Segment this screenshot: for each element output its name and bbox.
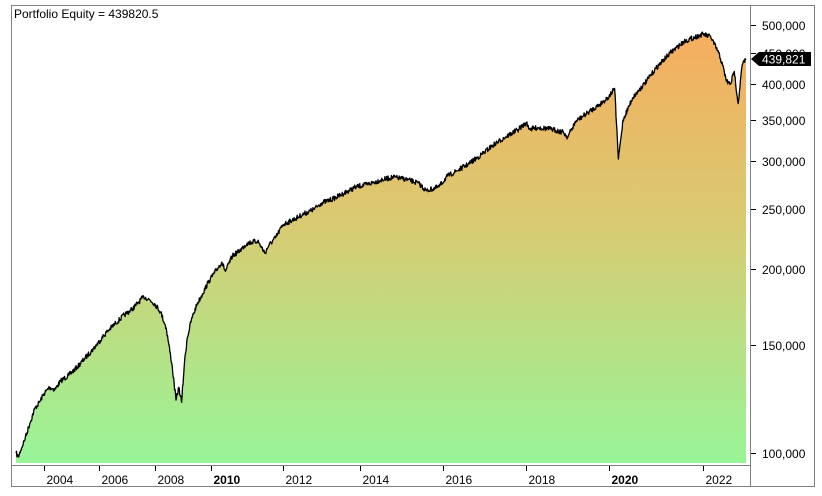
y-tick-label: 350,000 <box>762 114 806 128</box>
x-tick-label: 2018 <box>529 473 556 487</box>
last-value-tag-arrow <box>751 52 811 66</box>
last-value-tag: 439,821 <box>751 52 811 67</box>
x-tick-label: 2008 <box>158 473 185 487</box>
last-value-label: 439,821 <box>762 53 806 67</box>
y-tick-label: 500,000 <box>762 19 806 33</box>
y-tick-label: 400,000 <box>762 78 806 92</box>
y-tick-label: 100,000 <box>762 447 806 461</box>
x-tick-label: 2020 <box>612 473 639 487</box>
x-tick-label: 2004 <box>47 473 74 487</box>
x-tick-label: 2012 <box>286 473 313 487</box>
x-tick-label: 2010 <box>214 473 241 487</box>
x-tick-label: 2014 <box>363 473 390 487</box>
chart-title: Portfolio Equity = 439820.5 <box>14 7 159 21</box>
x-axis-ticks: 2004 2006 2008 2010 2012 2014 2016 2018 2020 2022 <box>44 466 733 487</box>
y-tick-label: 200,000 <box>762 263 806 277</box>
x-tick-label: 2022 <box>706 473 733 487</box>
x-tick-label: 2006 <box>102 473 129 487</box>
x-tick-label: 2016 <box>446 473 473 487</box>
equity-area-fill <box>16 32 746 463</box>
y-tick-label: 250,000 <box>762 203 806 217</box>
y-tick-label: 300,000 <box>762 155 806 169</box>
y-tick-label: 150,000 <box>762 339 806 353</box>
equity-line <box>15 31 747 458</box>
